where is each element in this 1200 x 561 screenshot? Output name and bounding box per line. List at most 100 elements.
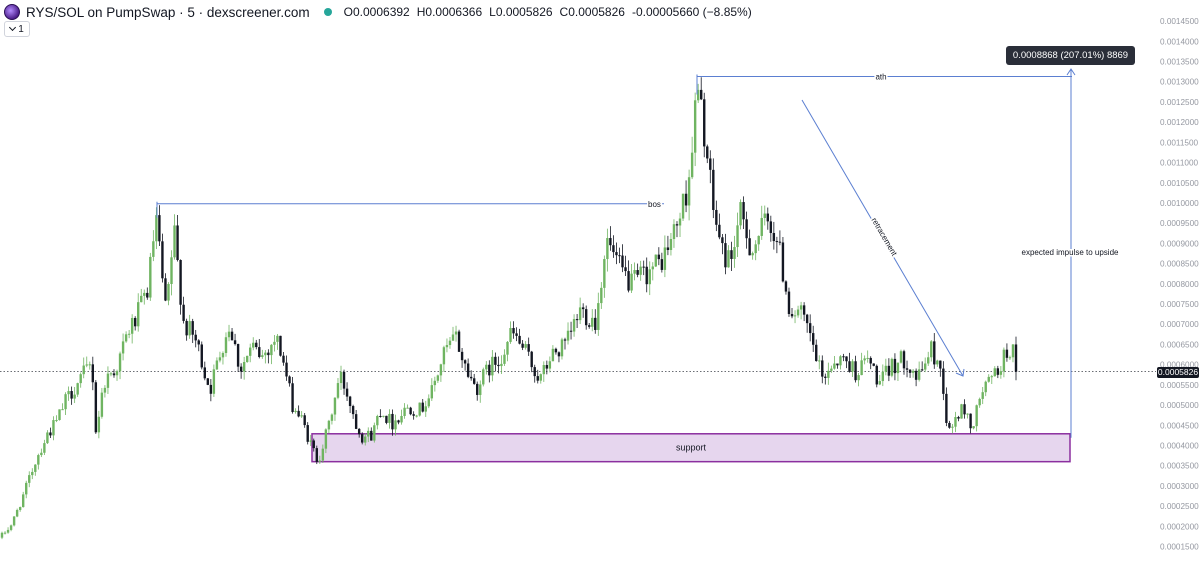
candle-body <box>678 218 682 226</box>
candle <box>49 427 52 439</box>
candle <box>285 355 288 381</box>
collapse-indicators-button[interactable]: 1 <box>4 21 30 37</box>
candle-body <box>463 360 467 364</box>
candle-body <box>681 193 685 219</box>
candle <box>833 355 836 370</box>
candle <box>451 326 455 341</box>
candle-body <box>778 241 782 243</box>
candle <box>85 356 88 368</box>
candle <box>267 349 270 364</box>
candle-body <box>103 387 107 393</box>
candle-body <box>439 364 443 376</box>
candle <box>521 340 524 351</box>
candle <box>442 345 446 372</box>
candle <box>430 378 434 401</box>
candle <box>500 355 503 375</box>
price-tick-label: 0.0009500 <box>1160 219 1199 228</box>
candle-body <box>848 361 851 372</box>
candle <box>370 427 373 441</box>
candle <box>818 355 821 370</box>
candle-body <box>273 341 276 345</box>
candle <box>249 343 252 363</box>
candle <box>400 409 403 425</box>
candle-body <box>751 253 754 256</box>
price-tick-label: 0.0008500 <box>1160 260 1199 269</box>
candle-body <box>754 244 757 254</box>
candle-body <box>15 509 19 517</box>
candle <box>560 337 564 360</box>
candle-body <box>748 238 751 256</box>
candle-body <box>364 436 367 443</box>
candle-body <box>575 319 579 321</box>
candle <box>185 318 188 341</box>
candle-body <box>143 292 146 296</box>
candle-body <box>833 363 836 369</box>
candle <box>845 356 848 369</box>
candle <box>754 240 757 261</box>
candle-body <box>76 383 79 395</box>
candle-body <box>188 321 191 336</box>
candle <box>463 359 467 371</box>
candle <box>282 351 285 366</box>
candle <box>927 351 930 366</box>
candle-body <box>727 250 730 268</box>
candle <box>778 230 782 246</box>
candle-body <box>512 328 515 334</box>
price-tick-label: 0.0005000 <box>1160 401 1199 410</box>
candle-body <box>1008 357 1012 359</box>
candle-body <box>279 335 282 356</box>
candle <box>46 430 49 444</box>
price-tick-label: 0.0002000 <box>1160 522 1199 531</box>
candle <box>88 361 91 370</box>
candle-body <box>860 360 863 376</box>
candle-body <box>975 405 978 427</box>
candle <box>854 355 857 383</box>
candle-body <box>176 225 179 260</box>
candle-body <box>221 352 225 358</box>
candle <box>103 385 107 398</box>
candle-body <box>21 494 25 508</box>
candle <box>391 409 394 436</box>
candle <box>724 233 727 275</box>
candle <box>288 375 291 387</box>
candle-body <box>258 347 261 358</box>
retracement-arrow[interactable] <box>801 99 964 377</box>
candle <box>733 235 736 268</box>
candle <box>227 324 231 342</box>
candle <box>893 353 897 381</box>
candle <box>615 242 618 265</box>
live-status-dot-icon <box>323 8 332 16</box>
candle-body <box>469 376 473 379</box>
candle-body <box>218 357 222 361</box>
candle-body <box>515 333 518 336</box>
candle-body <box>291 383 294 413</box>
candle-body <box>130 317 134 334</box>
candle-body <box>914 370 918 380</box>
candle <box>376 414 379 430</box>
candle <box>636 263 639 278</box>
candle-body <box>67 391 70 395</box>
candle-body <box>742 202 745 220</box>
price-tick-label: 0.0011000 <box>1160 159 1199 168</box>
rys-token-logo-icon <box>4 4 20 20</box>
candle <box>415 414 418 418</box>
candle <box>161 233 164 283</box>
candle-body <box>815 344 818 361</box>
candle-body <box>43 443 46 453</box>
candle <box>364 433 367 446</box>
candle-body <box>191 321 194 335</box>
candle <box>624 255 627 276</box>
candle <box>76 382 79 397</box>
candle <box>597 292 600 336</box>
support-rectangle[interactable] <box>311 433 1071 463</box>
candle <box>357 427 361 438</box>
candle <box>40 448 43 458</box>
candle-body <box>61 409 64 411</box>
candle-body <box>799 305 803 310</box>
candle-body <box>990 376 993 378</box>
candle <box>548 356 552 373</box>
candle <box>70 386 73 405</box>
support-zone[interactable]: support <box>311 433 1071 463</box>
candle-body <box>385 415 388 423</box>
